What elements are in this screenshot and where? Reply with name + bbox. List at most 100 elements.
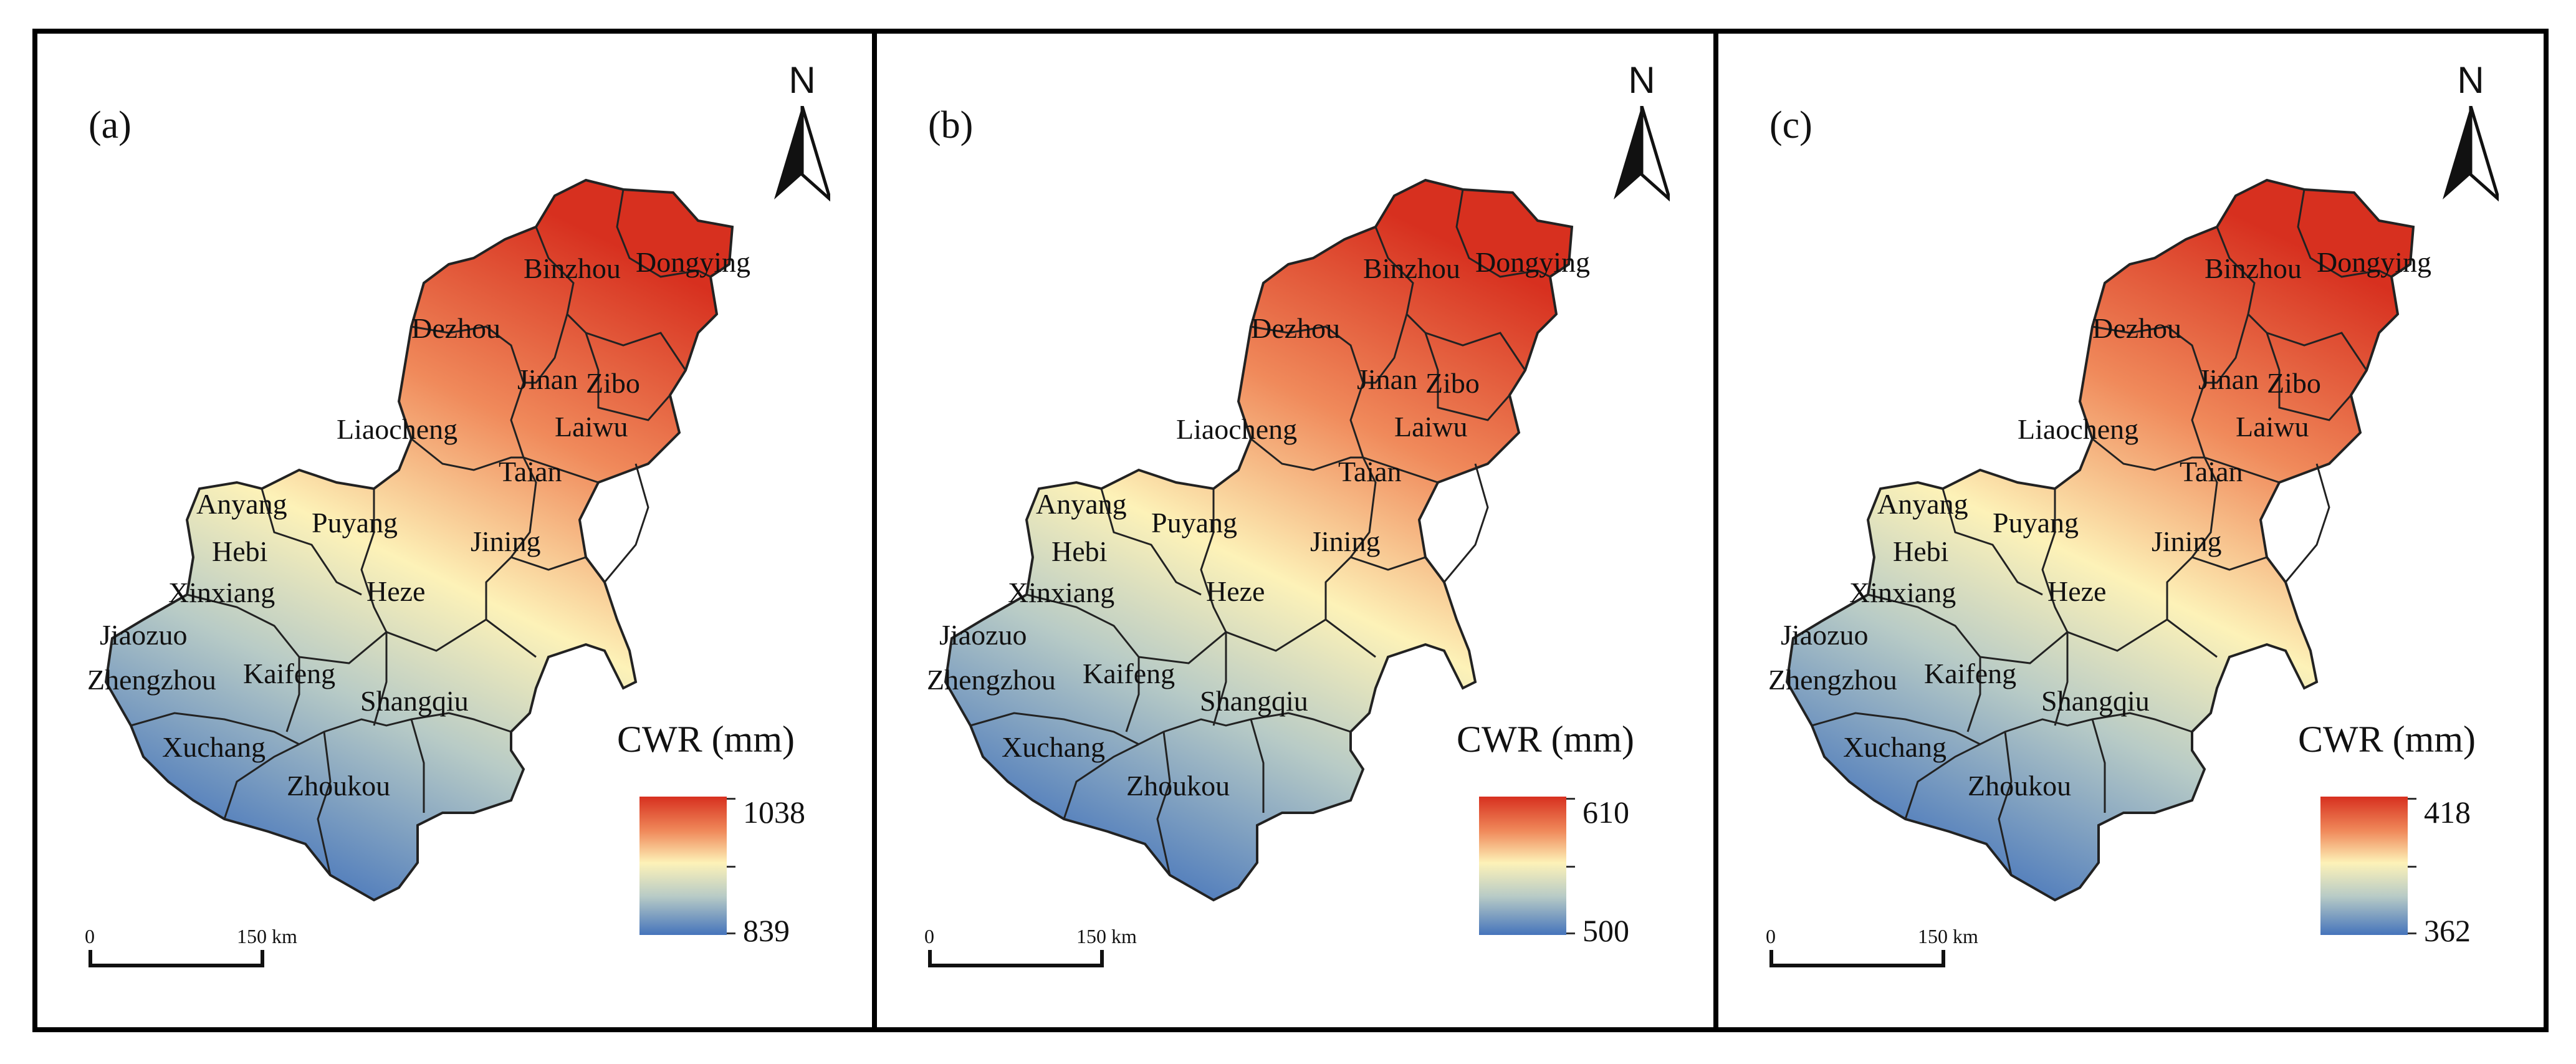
city-label: Xinxiang — [1008, 577, 1114, 608]
city-label: Anyang — [1036, 488, 1127, 520]
scale-tick — [1769, 950, 1773, 967]
city-label: Zhoukou — [1968, 770, 2071, 802]
city-label: Xinxiang — [168, 577, 275, 608]
city-label: Liaocheng — [2018, 413, 2138, 445]
district-border — [1998, 731, 2013, 876]
district-border — [411, 438, 537, 620]
district-border — [1350, 556, 1426, 571]
district-border — [1362, 456, 1439, 484]
legend-max-value: 610 — [1582, 795, 1629, 830]
district-border — [2091, 719, 2106, 813]
scale-tick — [261, 950, 264, 967]
scale-line — [928, 964, 1104, 967]
city-label: Xuchang — [1002, 731, 1105, 763]
city-label: Jinan — [2198, 363, 2259, 395]
district-borders — [130, 189, 711, 876]
city-labels: Binzhou Dongying Dezhou Jinan Zibo Laiwu… — [87, 246, 750, 802]
city-label: Kaifeng — [1924, 658, 2016, 689]
north-letter: N — [1628, 59, 1655, 101]
legend-title: CWR (mm) — [2298, 719, 2476, 760]
scale-line — [89, 964, 264, 967]
city-label: Xuchang — [1843, 731, 1946, 763]
city-label: Zibo — [1425, 367, 1480, 399]
region-outline — [944, 178, 1574, 902]
district-border — [1966, 657, 1981, 732]
scale-zero-label: 0 — [85, 925, 95, 947]
legend-tick — [727, 932, 735, 934]
city-label: Zhoukou — [287, 770, 390, 802]
city-label: Hebi — [1051, 535, 1107, 567]
city-label: Laiwu — [2236, 411, 2309, 443]
north-arrow: N — [1601, 52, 1682, 208]
city-label: Dezhou — [1251, 312, 1340, 344]
district-border — [317, 731, 332, 876]
district-border — [186, 593, 537, 664]
district-border — [1200, 489, 1227, 633]
region-outline — [104, 178, 734, 902]
district-border — [2092, 325, 2206, 458]
city-labels: Binzhou Dongying Dezhou Jinan Zibo Laiwu… — [927, 246, 1590, 802]
city-label: Shangqiu — [1200, 685, 1308, 717]
north-arrow-icon — [774, 106, 830, 202]
district-borders — [1811, 189, 2392, 876]
district-border — [523, 456, 599, 484]
city-label: Kaifeng — [1083, 658, 1175, 689]
district-border — [130, 712, 512, 745]
city-label: Taian — [2180, 456, 2243, 487]
legend-tick — [2408, 932, 2416, 934]
city-label: Zibo — [2267, 367, 2321, 399]
district-border — [616, 189, 711, 278]
city-label: Binzhou — [2205, 252, 2302, 284]
scale-bar: 0 150 km — [1762, 925, 1978, 987]
district-border — [1811, 712, 2193, 745]
district-border — [410, 719, 425, 813]
district-borders — [970, 189, 1551, 876]
legend-tick — [727, 866, 735, 868]
district-border — [2191, 556, 2267, 571]
district-border — [2216, 226, 2368, 371]
city-label: Jiaozuo — [939, 619, 1027, 651]
map-panel-a: Binzhou Dongying Dezhou Jinan Zibo Laiwu… — [32, 29, 880, 1032]
scale-tick — [1942, 950, 1945, 967]
district-border — [1125, 657, 1140, 732]
city-label: Anyang — [196, 488, 287, 520]
region-map: Binzhou Dongying Dezhou Jinan Zibo Laiwu… — [927, 178, 1590, 902]
city-label: Heze — [1206, 575, 1265, 607]
scale-end-label: 150 km — [237, 925, 297, 947]
city-label: Shangqiu — [360, 685, 469, 717]
district-border — [535, 226, 687, 371]
district-border — [261, 488, 362, 596]
legend-color-ramp — [1479, 797, 1566, 935]
city-label: Binzhou — [524, 252, 621, 284]
city-label: Puyang — [1151, 507, 1237, 539]
district-border — [1904, 743, 1981, 820]
district-border — [510, 556, 587, 571]
city-label: Zhengzhou — [1768, 664, 1897, 696]
district-border — [603, 463, 649, 583]
legend-max-value: 418 — [2424, 795, 2471, 830]
scale-bar: 0 150 km — [81, 925, 297, 987]
district-border — [1250, 719, 1265, 813]
city-label: Puyang — [1993, 507, 2079, 539]
scale-tick — [1100, 950, 1104, 967]
scale-line — [1769, 964, 1945, 967]
scale-tick — [928, 950, 932, 967]
scale-bar: 0 150 km — [921, 925, 1137, 987]
city-label: Jinan — [1357, 363, 1417, 395]
map-panel-b: Binzhou Dongying Dezhou Jinan Zibo Laiwu… — [872, 29, 1720, 1032]
city-label: Dongying — [636, 246, 750, 278]
district-border — [2266, 332, 2352, 421]
city-label: Xinxiang — [1849, 577, 1956, 608]
city-label: Taian — [1338, 456, 1402, 487]
scale-tick — [89, 950, 92, 967]
city-label: Dezhou — [2092, 312, 2181, 344]
district-border — [411, 325, 525, 458]
region-map: Binzhou Dongying Dezhou Jinan Zibo Laiwu… — [1768, 178, 2431, 902]
north-arrow-icon — [2443, 106, 2499, 202]
north-letter: N — [2457, 59, 2484, 101]
legend-min-value: 839 — [743, 913, 790, 948]
city-label: Laiwu — [555, 411, 628, 443]
district-border — [2054, 632, 2069, 726]
panel-label: (a) — [89, 104, 132, 146]
region-outline — [1785, 178, 2415, 902]
